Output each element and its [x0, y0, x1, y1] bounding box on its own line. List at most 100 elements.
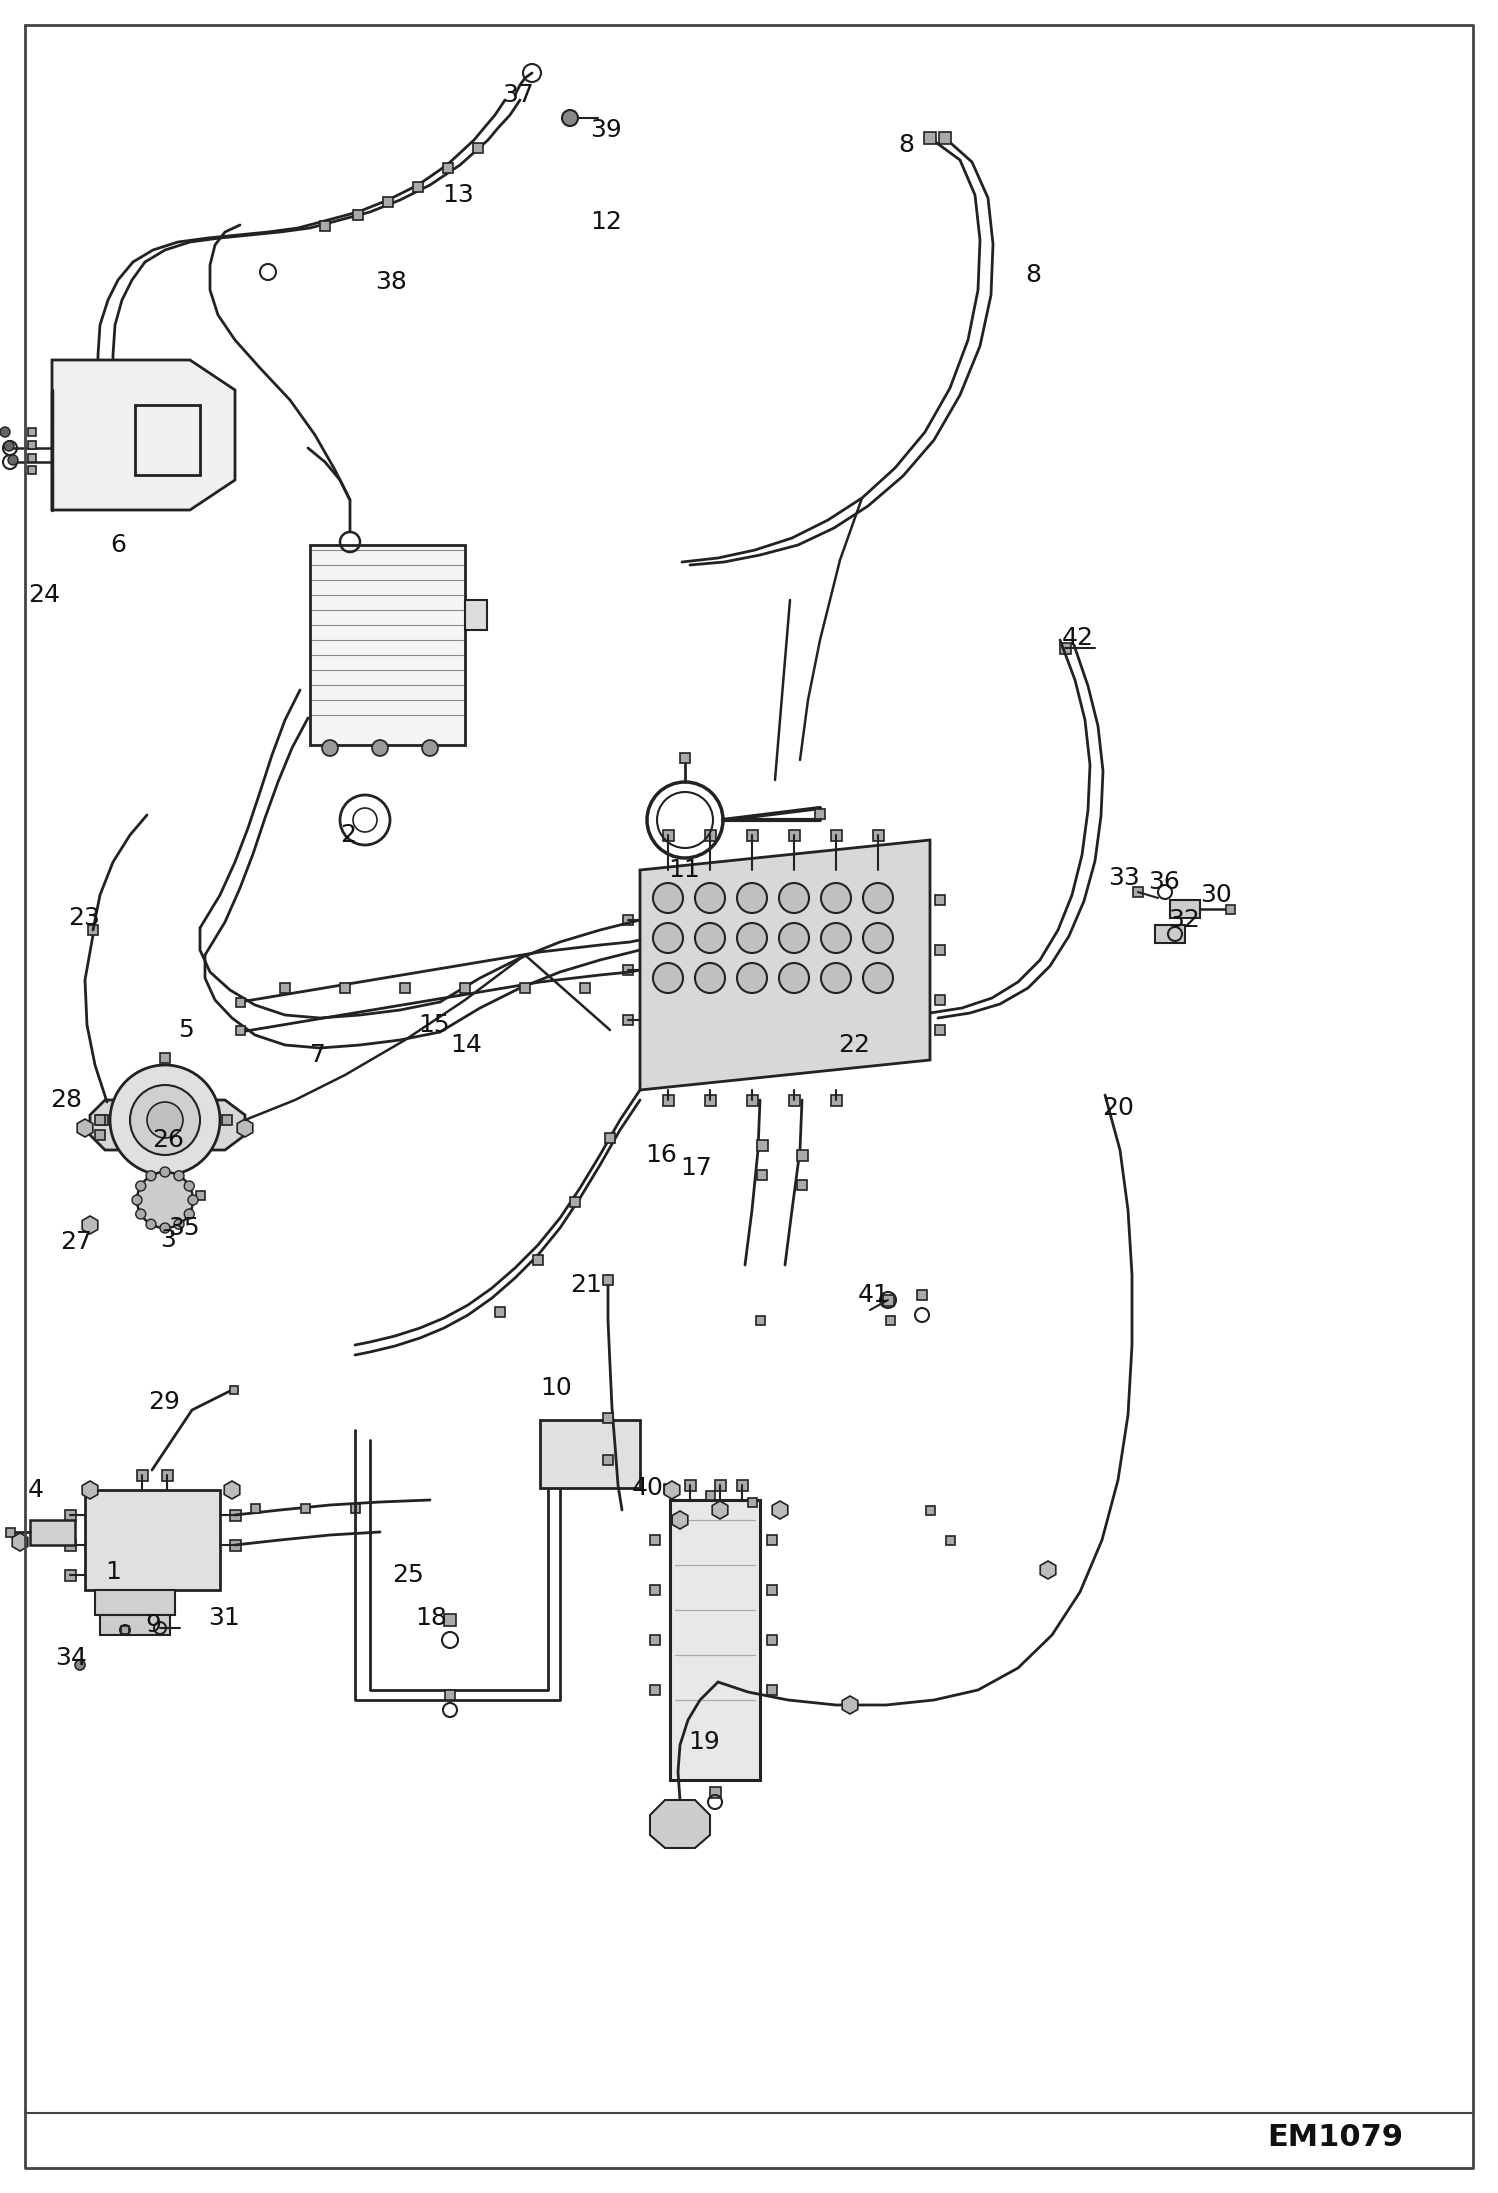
Circle shape — [132, 1195, 142, 1204]
Bar — [767, 1636, 777, 1645]
Bar — [926, 1507, 935, 1515]
Circle shape — [372, 739, 388, 757]
Bar — [460, 982, 470, 993]
Bar — [539, 1421, 640, 1489]
Bar — [88, 925, 97, 934]
Circle shape — [737, 923, 767, 954]
Circle shape — [75, 1660, 85, 1671]
Circle shape — [821, 963, 851, 993]
Text: 33: 33 — [1109, 866, 1140, 890]
Bar — [706, 1491, 715, 1500]
Bar — [28, 428, 36, 436]
Bar — [94, 1114, 105, 1125]
Bar — [650, 1586, 661, 1594]
Circle shape — [7, 454, 18, 465]
Bar — [64, 1539, 76, 1550]
Bar — [1170, 899, 1200, 919]
Text: 16: 16 — [646, 1143, 677, 1167]
Bar — [748, 829, 758, 840]
Circle shape — [136, 1171, 193, 1228]
Bar — [756, 1171, 767, 1180]
Text: 22: 22 — [837, 1033, 870, 1057]
Text: 32: 32 — [1168, 908, 1200, 932]
Bar — [924, 132, 936, 145]
Bar — [650, 1535, 661, 1546]
Text: 1: 1 — [105, 1559, 121, 1583]
Bar — [571, 1197, 580, 1206]
Bar — [443, 1614, 455, 1625]
Bar — [222, 1114, 232, 1125]
Bar — [831, 1094, 842, 1105]
Bar — [196, 1191, 205, 1200]
Text: 18: 18 — [415, 1605, 446, 1629]
Bar — [340, 982, 351, 993]
Polygon shape — [52, 360, 235, 511]
Bar — [604, 1412, 613, 1423]
Circle shape — [174, 1219, 184, 1230]
Bar — [664, 1485, 673, 1493]
Circle shape — [184, 1208, 195, 1219]
Text: EM1079: EM1079 — [1267, 2123, 1404, 2154]
Text: 30: 30 — [1200, 884, 1231, 908]
Bar — [767, 1586, 777, 1594]
Text: 10: 10 — [539, 1375, 572, 1399]
Bar — [650, 1636, 661, 1645]
Bar — [400, 982, 410, 993]
Text: 17: 17 — [680, 1156, 712, 1180]
Text: 42: 42 — [1062, 625, 1094, 649]
Bar — [580, 982, 590, 993]
Bar — [494, 1307, 505, 1318]
Text: 25: 25 — [392, 1564, 424, 1588]
Circle shape — [109, 1066, 220, 1175]
Bar — [1061, 643, 1071, 654]
Bar — [885, 1316, 894, 1325]
Bar — [231, 1511, 241, 1522]
Bar — [443, 162, 452, 173]
Polygon shape — [85, 1489, 220, 1590]
Circle shape — [147, 1103, 183, 1138]
Bar — [533, 1254, 542, 1265]
Bar — [310, 546, 464, 746]
Polygon shape — [90, 1101, 246, 1149]
Circle shape — [653, 884, 683, 912]
Bar — [947, 1535, 956, 1546]
Bar — [935, 895, 945, 906]
Polygon shape — [225, 1480, 240, 1500]
Bar — [1132, 886, 1143, 897]
Bar — [767, 1535, 777, 1546]
Text: 40: 40 — [632, 1476, 664, 1500]
Bar — [715, 1480, 727, 1491]
Bar — [706, 829, 716, 840]
Bar — [231, 1539, 241, 1550]
Bar — [30, 1520, 75, 1546]
Polygon shape — [12, 1533, 28, 1550]
Polygon shape — [673, 1511, 688, 1529]
Bar — [160, 1178, 169, 1186]
Bar — [231, 1386, 238, 1395]
Bar — [64, 1570, 76, 1581]
Bar — [604, 1454, 613, 1465]
Circle shape — [562, 110, 578, 125]
Bar — [737, 1480, 748, 1491]
Bar — [748, 1094, 758, 1105]
Bar — [237, 1026, 246, 1035]
Circle shape — [160, 1167, 169, 1178]
Bar — [767, 1684, 777, 1695]
Bar — [237, 998, 246, 1007]
Bar — [935, 1024, 945, 1035]
Polygon shape — [1040, 1561, 1056, 1579]
Bar — [815, 809, 825, 818]
Bar — [351, 1504, 360, 1513]
Circle shape — [322, 739, 339, 757]
Circle shape — [863, 884, 893, 912]
Text: 14: 14 — [449, 1033, 482, 1057]
Circle shape — [174, 1171, 184, 1180]
Circle shape — [863, 963, 893, 993]
Text: 5: 5 — [178, 1018, 193, 1042]
Bar — [756, 1140, 768, 1151]
Bar — [710, 1787, 721, 1798]
Bar — [6, 1529, 15, 1537]
Text: 11: 11 — [668, 857, 700, 882]
Bar — [935, 945, 945, 954]
Bar — [520, 982, 530, 993]
